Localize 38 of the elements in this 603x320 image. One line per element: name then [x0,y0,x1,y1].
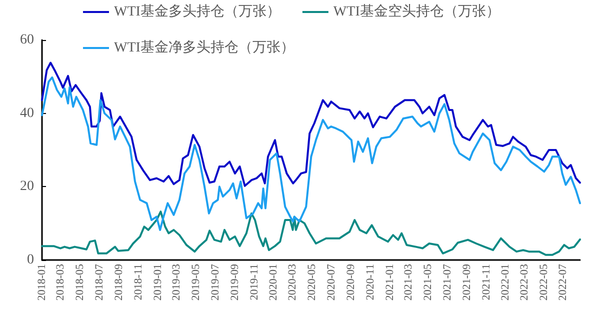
x-tick-label: 2021-07 [441,264,454,301]
x-tick-label: 2021-11 [480,264,492,300]
x-tick-label: 2022-01 [500,264,512,301]
x-tick-label: 2018-03 [54,264,67,301]
x-tick-label: 2019-09 [228,264,241,301]
x-tick-label: 2021-05 [422,264,434,301]
x-tick-label: 2019-01 [152,264,164,301]
x-tick-label: 2019-07 [209,264,222,301]
x-tick-label: 2022-05 [538,264,550,301]
x-tick-label: 2018-01 [36,264,48,301]
x-tick-label: 2021-09 [461,264,474,301]
line-series [41,76,581,231]
x-tick-label: 2022-03 [518,264,530,301]
x-tick-label: 2018-05 [74,264,86,301]
legend-label: WTI基金净多头持仓（万张） [114,40,294,56]
y-tick-label: 40 [20,106,34,121]
x-tick-label: 2019-03 [170,264,183,301]
x-tick-label: 2020-11 [364,264,377,300]
x-tick-label: 2018-07 [93,264,106,301]
y-tick-label: 60 [20,32,34,48]
x-tick-label: 2020-01 [268,264,280,301]
x-tick-label: 2020-03 [286,264,299,301]
y-tick-label: 0 [27,252,34,268]
x-tick-label: 2021-03 [402,264,415,301]
line-series [41,62,581,187]
x-tick-label: 2020-05 [306,264,318,301]
x-tick-label: 2021-01 [384,264,396,301]
legend-label: WTI基金空头持仓（万张） [333,4,500,20]
line-series [41,210,581,256]
x-tick-label: 2018-09 [113,264,126,301]
x-tick-label: 2019-05 [190,264,202,301]
y-tick-label: 20 [20,179,34,194]
x-tick-label: 2020-07 [325,264,338,301]
x-tick-label: 2022-07 [557,264,570,301]
x-tick-label: 2020-09 [345,264,358,301]
legend-label: WTI基金多头持仓（万张） [114,4,280,20]
x-tick-label: 2019-11 [248,264,260,300]
x-tick-label: 2018-11 [132,264,144,300]
